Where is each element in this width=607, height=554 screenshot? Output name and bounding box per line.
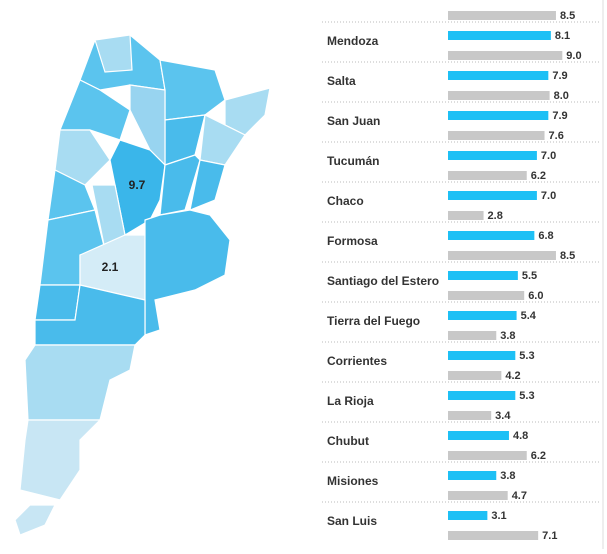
bar (448, 91, 550, 100)
province (94, 34, 133, 73)
bar-value: 7.1 (542, 530, 557, 542)
bar (448, 171, 527, 180)
bar-value: 7.9 (552, 110, 567, 122)
row-label: La Rioja (327, 394, 374, 408)
bar (448, 311, 517, 320)
bar (448, 391, 516, 400)
bar (448, 431, 509, 440)
bar (448, 371, 502, 380)
bar-value: 8.5 (560, 250, 575, 262)
province (34, 284, 81, 321)
row-label: San Juan (327, 114, 380, 128)
bar (448, 231, 535, 240)
bar-value: 3.8 (500, 470, 515, 482)
bar (448, 151, 537, 160)
bar-value: 8.5 (560, 10, 575, 22)
bar-value: 6.0 (528, 290, 543, 302)
bar-value: 8.0 (554, 90, 569, 102)
bar-value: 5.4 (521, 310, 537, 322)
map-label: 9.7 (129, 178, 146, 192)
bar (448, 471, 497, 480)
bar-value: 6.8 (538, 230, 553, 242)
bar-value: 4.2 (505, 370, 520, 382)
bar (448, 451, 527, 460)
province (14, 504, 56, 536)
province (54, 129, 111, 186)
bar-value: 7.9 (552, 70, 567, 82)
bar-value: 5.3 (519, 390, 534, 402)
map-label: 2.1 (102, 260, 119, 274)
bar (448, 211, 484, 220)
map: 9.7 2.1 (14, 34, 271, 536)
bar-value: 6.2 (531, 450, 546, 462)
row-label: Salta (327, 74, 356, 88)
bar-value: 4.7 (512, 490, 527, 502)
bar-value: 2.8 (488, 210, 503, 222)
province (19, 419, 102, 501)
bar (448, 491, 508, 500)
row-label: Chubut (327, 434, 369, 448)
bar-value: 7.0 (541, 190, 556, 202)
bar (448, 271, 518, 280)
bar-value: 8.1 (555, 30, 570, 42)
bar (448, 511, 488, 520)
province (159, 154, 201, 216)
bar (448, 411, 492, 420)
bar (448, 191, 537, 200)
bar-value: 4.8 (513, 430, 528, 442)
bar (448, 111, 549, 120)
province (24, 344, 136, 421)
row-label: Corrientes (327, 354, 387, 368)
bar (448, 291, 525, 300)
bar (448, 11, 556, 20)
row-label: Chaco (327, 194, 364, 208)
province (199, 114, 246, 166)
bar (448, 131, 545, 140)
bar-value: 5.5 (522, 270, 537, 282)
province (159, 59, 226, 121)
row-label: Tierra del Fuego (327, 314, 420, 328)
bar-value: 3.1 (491, 510, 506, 522)
province (164, 114, 206, 166)
row-label: Tucumán (327, 154, 379, 168)
bar (448, 351, 516, 360)
province (224, 87, 271, 136)
bar-value: 9.0 (566, 50, 581, 62)
row-label: Santiago del Estero (327, 274, 439, 288)
bar-value: 6.2 (531, 170, 546, 182)
row-label: Misiones (327, 474, 379, 488)
bar-value: 7.0 (541, 150, 556, 162)
bar (448, 31, 551, 40)
bar (448, 71, 549, 80)
row-label: San Luis (327, 514, 377, 528)
bar-value: 7.6 (549, 130, 564, 142)
bar (448, 531, 539, 540)
bar-value: 3.8 (500, 330, 515, 342)
bar (448, 251, 556, 260)
bar-value: 5.3 (519, 350, 534, 362)
row-label: Mendoza (327, 34, 379, 48)
bar (448, 51, 563, 60)
row-label: Formosa (327, 234, 378, 248)
province (144, 209, 231, 336)
province (189, 159, 226, 211)
bar (448, 331, 497, 340)
bar-value: 3.4 (495, 410, 511, 422)
